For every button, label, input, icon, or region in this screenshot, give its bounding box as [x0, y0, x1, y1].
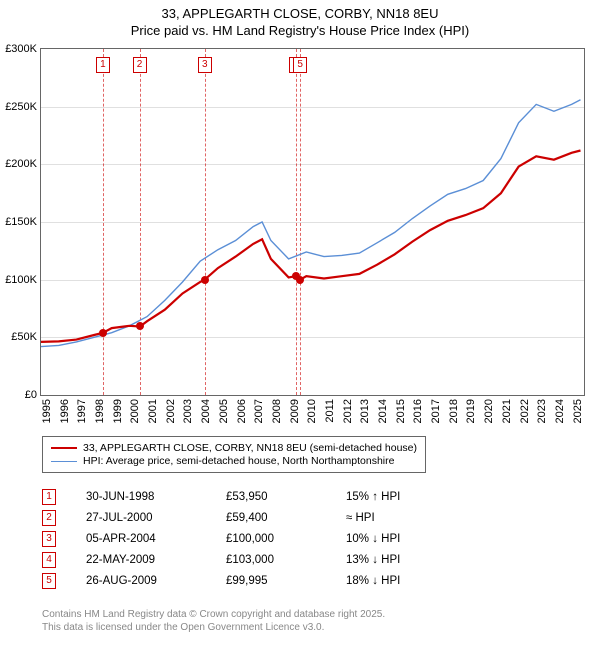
x-tick-label: 2018	[448, 399, 460, 423]
x-tick-label: 2016	[412, 399, 424, 423]
marker-box-1: 1	[96, 57, 110, 73]
y-tick-label: £250K	[5, 101, 37, 113]
y-tick-label: £100K	[5, 274, 37, 286]
x-tick-label: 2019	[465, 399, 477, 423]
sale-row: 2 27-JUL-2000£59,400≈ HPI	[42, 510, 456, 526]
sale-price: £53,950	[226, 491, 346, 503]
x-tick-label: 2008	[271, 399, 283, 423]
x-tick-label: 2021	[501, 399, 513, 423]
y-tick-label: £50K	[11, 331, 37, 343]
legend-swatch	[51, 447, 77, 449]
attribution: Contains HM Land Registry data © Crown c…	[42, 608, 385, 634]
chart-container: 33, APPLEGARTH CLOSE, CORBY, NN18 8EU Pr…	[0, 0, 600, 650]
sale-row: 3 05-APR-2004£100,00010% ↓ HPI	[42, 531, 456, 547]
x-tick-label: 2001	[147, 399, 159, 423]
series-price_paid	[41, 151, 581, 342]
sale-hpi: 10% ↓ HPI	[346, 533, 456, 545]
x-tick-label: 2014	[377, 399, 389, 423]
x-tick-label: 2015	[395, 399, 407, 423]
x-tick-label: 1998	[94, 399, 106, 423]
sale-hpi: 15% ↑ HPI	[346, 491, 456, 503]
x-tick-label: 1995	[41, 399, 53, 423]
marker-dot-5	[296, 276, 304, 284]
sale-date: 22-MAY-2009	[86, 554, 226, 566]
sale-date: 05-APR-2004	[86, 533, 226, 545]
marker-dot-3	[201, 276, 209, 284]
y-tick-label: £200K	[5, 158, 37, 170]
chart-lines	[41, 49, 584, 395]
legend-label: 33, APPLEGARTH CLOSE, CORBY, NN18 8EU (s…	[83, 442, 417, 454]
x-tick-label: 1996	[59, 399, 71, 423]
x-tick-label: 2002	[165, 399, 177, 423]
x-tick-label: 2023	[536, 399, 548, 423]
sale-row: 5 26-AUG-2009£99,99518% ↓ HPI	[42, 573, 456, 589]
sale-price: £99,995	[226, 575, 346, 587]
title-address: 33, APPLEGARTH CLOSE, CORBY, NN18 8EU	[0, 6, 600, 23]
series-hpi	[41, 100, 581, 347]
y-tick-label: £0	[25, 389, 37, 401]
x-tick-label: 2000	[129, 399, 141, 423]
x-tick-label: 2009	[289, 399, 301, 423]
x-tick-label: 2025	[572, 399, 584, 423]
plot-area: £0£50K£100K£150K£200K£250K£300K199519961…	[40, 48, 585, 396]
x-tick-label: 1999	[112, 399, 124, 423]
y-tick-label: £300K	[5, 43, 37, 55]
x-tick-label: 2012	[342, 399, 354, 423]
title-subtitle: Price paid vs. HM Land Registry's House …	[0, 23, 600, 40]
legend: 33, APPLEGARTH CLOSE, CORBY, NN18 8EU (s…	[42, 436, 426, 473]
x-tick-label: 2013	[359, 399, 371, 423]
sales-table: 1 30-JUN-1998£53,95015% ↑ HPI 2 27-JUL-2000…	[42, 484, 456, 594]
marker-dot-1	[99, 329, 107, 337]
sale-row: 1 30-JUN-1998£53,95015% ↑ HPI	[42, 489, 456, 505]
marker-box-3: 3	[198, 57, 212, 73]
x-tick-label: 2022	[519, 399, 531, 423]
attribution-line1: Contains HM Land Registry data © Crown c…	[42, 608, 385, 621]
legend-row: HPI: Average price, semi-detached house,…	[51, 455, 417, 467]
x-tick-label: 2010	[306, 399, 318, 423]
chart-title: 33, APPLEGARTH CLOSE, CORBY, NN18 8EU Pr…	[0, 0, 600, 40]
sale-date: 26-AUG-2009	[86, 575, 226, 587]
sale-date: 27-JUL-2000	[86, 512, 226, 524]
x-tick-label: 2003	[182, 399, 194, 423]
x-tick-label: 2004	[200, 399, 212, 423]
sale-marker: 3	[42, 531, 56, 547]
sale-hpi: ≈ HPI	[346, 512, 456, 524]
x-tick-label: 2017	[430, 399, 442, 423]
marker-box-2: 2	[133, 57, 147, 73]
sale-price: £103,000	[226, 554, 346, 566]
x-tick-label: 1997	[76, 399, 88, 423]
sale-marker: 4	[42, 552, 56, 568]
legend-label: HPI: Average price, semi-detached house,…	[83, 455, 394, 467]
sale-date: 30-JUN-1998	[86, 491, 226, 503]
sale-marker: 2	[42, 510, 56, 526]
sale-hpi: 18% ↓ HPI	[346, 575, 456, 587]
sale-price: £59,400	[226, 512, 346, 524]
sale-price: £100,000	[226, 533, 346, 545]
x-tick-label: 2005	[218, 399, 230, 423]
x-tick-label: 2024	[554, 399, 566, 423]
attribution-line2: This data is licensed under the Open Gov…	[42, 621, 385, 634]
x-tick-label: 2020	[483, 399, 495, 423]
marker-box-5: 5	[293, 57, 307, 73]
x-tick-label: 2011	[324, 399, 336, 423]
legend-row: 33, APPLEGARTH CLOSE, CORBY, NN18 8EU (s…	[51, 442, 417, 454]
x-tick-label: 2007	[253, 399, 265, 423]
x-tick-label: 2006	[236, 399, 248, 423]
marker-dot-2	[136, 322, 144, 330]
legend-swatch	[51, 461, 77, 462]
sale-marker: 5	[42, 573, 56, 589]
sale-marker: 1	[42, 489, 56, 505]
sale-hpi: 13% ↓ HPI	[346, 554, 456, 566]
sale-row: 4 22-MAY-2009£103,00013% ↓ HPI	[42, 552, 456, 568]
y-tick-label: £150K	[5, 216, 37, 228]
